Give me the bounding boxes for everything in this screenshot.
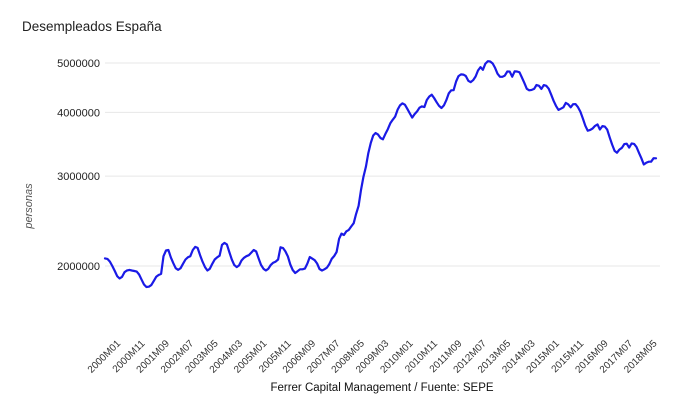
- y-tick-label: 3000000: [57, 171, 100, 183]
- source-caption: Ferrer Capital Management / Fuente: SEPE: [270, 382, 493, 394]
- y-tick-label: 2000000: [57, 261, 100, 273]
- x-axis-tick-labels: 2000M012000M112001M092002M072003M052004M…: [86, 338, 660, 376]
- y-axis-title: personas: [23, 183, 35, 230]
- y-axis-tick-labels: 5000000 4000000 3000000 2000000: [57, 58, 100, 273]
- data-line: [103, 60, 658, 289]
- y-tick-label: 4000000: [57, 107, 100, 119]
- gridlines: [105, 62, 660, 267]
- y-tick-label: 5000000: [57, 58, 100, 70]
- chart-title: Desempleados España: [22, 19, 162, 34]
